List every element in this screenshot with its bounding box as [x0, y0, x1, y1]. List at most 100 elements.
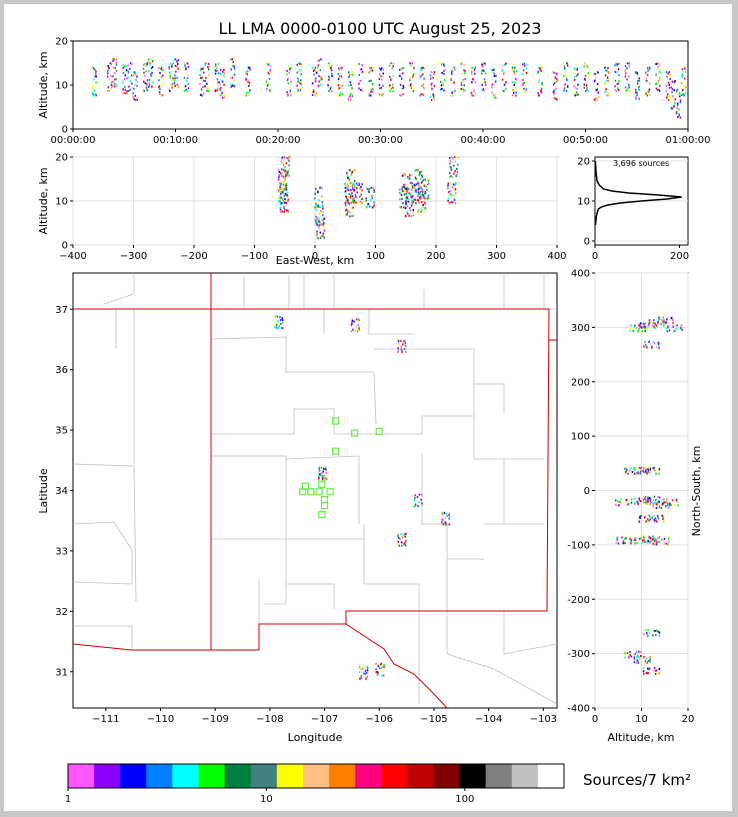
time-height-point	[311, 82, 314, 85]
map-x-tick-label: −107	[311, 714, 338, 725]
east-west-point	[284, 186, 287, 189]
time-height-point	[330, 67, 332, 70]
time-height-point	[645, 77, 647, 80]
time-height-point	[667, 81, 670, 84]
east-west-point	[423, 195, 425, 198]
time-height-point	[473, 68, 476, 71]
map-source-point	[350, 324, 353, 327]
time-height-point	[451, 73, 453, 76]
east-west-point	[415, 188, 417, 191]
time-height-point	[114, 66, 116, 69]
map-source-point	[404, 350, 407, 353]
time-height-point	[328, 62, 330, 65]
time-height-point	[172, 79, 174, 82]
time-height-point	[666, 94, 669, 97]
time-height-point	[214, 65, 217, 68]
time-height-point	[607, 92, 610, 95]
time-height-point	[422, 67, 424, 70]
map-source-point	[446, 515, 448, 518]
station-marker	[331, 447, 340, 455]
north-south-point	[671, 499, 674, 502]
north-south-xlabel: Altitude, km	[607, 731, 674, 744]
time-height-point	[320, 75, 322, 78]
north-south-point	[644, 496, 647, 499]
east-west-point	[280, 174, 283, 177]
north-south-point	[647, 498, 649, 501]
time-height-point	[135, 97, 138, 100]
time-height-point	[171, 87, 173, 90]
time-height-point	[327, 64, 329, 67]
time-height-point	[151, 60, 154, 63]
map-source-point	[402, 533, 404, 536]
north-south-point	[644, 515, 647, 518]
time-height-point	[214, 72, 217, 75]
north-south-point	[631, 328, 633, 331]
time-height-point	[648, 88, 651, 91]
time-height-point	[634, 71, 637, 74]
north-south-point	[628, 469, 631, 472]
time-height-point	[674, 106, 677, 109]
north-south-point	[668, 329, 671, 332]
time-height-point	[565, 90, 568, 93]
east-west-point	[423, 184, 426, 187]
time-height-point	[420, 74, 422, 77]
north-south-point	[665, 321, 668, 324]
north-south-point	[676, 500, 679, 503]
north-south-point	[655, 669, 657, 672]
time-height-point	[136, 75, 138, 78]
time-height-point	[122, 81, 124, 84]
north-south-point	[661, 514, 663, 517]
east-west-point	[315, 204, 317, 207]
time-height-point	[296, 84, 299, 87]
time-height-point	[525, 90, 528, 93]
colorbar-swatch	[224, 764, 252, 788]
east-west-point	[314, 223, 317, 226]
time-height-point	[596, 83, 599, 86]
east-west-point	[398, 206, 401, 209]
north-south-point	[651, 346, 653, 349]
north-south-point	[633, 469, 636, 472]
map-source-point	[279, 319, 282, 322]
east-west-point	[316, 217, 319, 220]
north-south-point	[643, 535, 646, 538]
map-source-point	[397, 349, 399, 352]
time-height-point	[511, 81, 514, 84]
time-height-point	[151, 71, 153, 74]
time-height-point	[512, 94, 514, 97]
time-height-point	[392, 62, 395, 65]
north-south-point	[663, 501, 665, 504]
time-height-point	[673, 81, 676, 84]
east-west-point	[448, 171, 451, 174]
time-height-point	[585, 84, 588, 87]
time-height-point	[388, 86, 391, 89]
time-height-point	[232, 64, 234, 67]
time-height-point	[541, 87, 543, 90]
time-height-point	[338, 75, 341, 78]
east-west-point	[322, 214, 324, 217]
east-west-point	[367, 202, 370, 205]
map-source-point	[322, 470, 325, 473]
time-height-point	[636, 82, 639, 85]
time-height-point	[594, 76, 597, 79]
map-source-point	[404, 535, 406, 538]
time-height-point	[420, 94, 422, 97]
east-west-point	[350, 207, 353, 210]
map-source-point	[360, 674, 363, 677]
north-south-x-tick-label: 10	[635, 714, 648, 725]
time-height-point	[554, 76, 556, 79]
east-west-point	[279, 208, 282, 211]
time-height-point	[247, 66, 250, 69]
east-west-point	[285, 162, 288, 165]
time-height-point	[132, 92, 135, 95]
east-west-point	[371, 197, 374, 200]
east-west-point	[404, 214, 407, 217]
time-height-point	[596, 97, 598, 100]
time-height-point	[575, 94, 578, 97]
east-west-point	[353, 183, 355, 186]
east-west-point	[368, 187, 370, 190]
map-y-tick-label: 34	[55, 486, 68, 497]
north-south-point	[647, 500, 649, 503]
north-south-point	[616, 538, 619, 541]
time-height-point	[616, 64, 619, 67]
north-south-point	[648, 667, 651, 670]
